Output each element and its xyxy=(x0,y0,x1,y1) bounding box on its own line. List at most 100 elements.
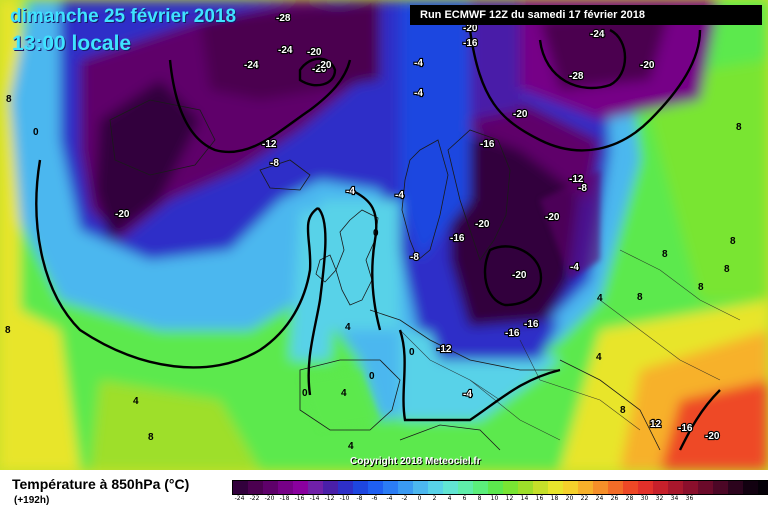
isotherm-label: 0 xyxy=(373,228,379,239)
color-scale-swatch xyxy=(443,481,458,494)
variable-title: Température à 850hPa (°C) xyxy=(12,476,190,492)
temperature-field xyxy=(0,0,768,470)
color-scale-swatch xyxy=(503,481,518,494)
isotherm-label: -20 xyxy=(705,431,720,442)
color-scale-label: -12 xyxy=(324,495,335,502)
isotherm-label: -16 xyxy=(450,233,465,244)
color-scale xyxy=(232,480,768,495)
color-scale-label: 24 xyxy=(595,495,604,502)
isotherm-label: -28 xyxy=(276,13,291,24)
color-scale-labels: -24 -22 -20 -18 -16 -14 -12 -10 -8 -6 -4 -2 0 2 4 6 8 10 1… xyxy=(232,495,697,502)
color-scale-swatch xyxy=(353,481,368,494)
color-scale-label: 26 xyxy=(610,495,619,502)
isotherm-label: 8 xyxy=(736,122,742,133)
legend-panel: Température à 850hPa (°C) (+192h) -24 -22… xyxy=(0,470,768,512)
color-scale-label: 12 xyxy=(505,495,514,502)
color-scale-label: -10 xyxy=(339,495,350,502)
color-scale-label: -20 xyxy=(264,495,275,502)
isotherm-label: -4 xyxy=(570,262,579,273)
isotherm-label: -20 xyxy=(463,23,478,34)
isotherm-label: -16 xyxy=(463,38,478,49)
color-scale-label: 14 xyxy=(520,495,529,502)
isotherm-label: -16 xyxy=(524,319,539,330)
isotherm-label: -20 xyxy=(115,209,130,220)
isotherm-label: -4 xyxy=(463,389,472,400)
isotherm-label: -4 xyxy=(395,190,404,201)
isotherm-label: 4 xyxy=(345,322,351,333)
isotherm-label: -20 xyxy=(307,47,322,58)
isotherm-label: 0 xyxy=(302,388,308,399)
color-scale-label: 36 xyxy=(685,495,694,502)
color-scale-label: -6 xyxy=(371,495,378,502)
color-scale-swatch xyxy=(233,481,248,494)
isotherm-label: 8 xyxy=(6,94,12,105)
color-scale-swatch xyxy=(368,481,383,494)
color-scale-swatch xyxy=(728,481,743,494)
color-scale-label: 18 xyxy=(550,495,559,502)
isotherm-label: 8 xyxy=(662,249,668,260)
isotherm-label: 8 xyxy=(620,405,626,416)
isotherm-label: 4 xyxy=(133,396,139,407)
isotherm-label: -20 xyxy=(317,60,332,71)
color-scale-swatch xyxy=(278,481,293,494)
isotherm-label: -24 xyxy=(278,45,293,56)
color-scale-swatch xyxy=(638,481,653,494)
isotherm-contours xyxy=(35,28,721,451)
isotherm-label: -4 xyxy=(414,58,423,69)
isotherm-label: -4 xyxy=(414,88,423,99)
color-scale-label: 28 xyxy=(625,495,634,502)
isotherm-label: -20 xyxy=(513,109,528,120)
isotherm-label: -20 xyxy=(512,270,527,281)
isotherm-label: -16 xyxy=(505,328,520,339)
isotherm-label: 0 xyxy=(369,371,375,382)
isotherm-label: 8 xyxy=(637,292,643,303)
color-scale-swatch xyxy=(398,481,413,494)
color-scale-label: 20 xyxy=(565,495,574,502)
color-scale-label: -16 xyxy=(294,495,305,502)
color-scale-swatch xyxy=(473,481,488,494)
isotherm-label: -24 xyxy=(590,29,605,40)
color-scale-label: 6 xyxy=(462,495,467,502)
isotherm-label: -12 xyxy=(569,174,584,185)
isotherm-label: -4 xyxy=(346,186,355,197)
color-scale-swatch xyxy=(248,481,263,494)
isotherm-label: -12 xyxy=(262,139,277,150)
forecast-date: dimanche 25 février 2018 xyxy=(10,6,237,27)
copyright-notice: Copyright 2018 Meteociel.fr xyxy=(350,456,481,467)
color-scale-swatch xyxy=(713,481,728,494)
isotherm-label: 0 xyxy=(33,127,39,138)
color-scale-swatch xyxy=(338,481,353,494)
isotherm-label: -8 xyxy=(270,158,279,169)
lead-time: (+192h) xyxy=(14,495,50,506)
isotherm-label: -16 xyxy=(678,423,693,434)
color-scale-label: 2 xyxy=(432,495,437,502)
color-scale-swatch xyxy=(668,481,683,494)
isotherm-label: -28 xyxy=(569,71,584,82)
isotherm-label: 8 xyxy=(5,325,11,336)
color-scale-label: 8 xyxy=(477,495,482,502)
color-scale-swatch xyxy=(683,481,698,494)
color-scale-swatch xyxy=(563,481,578,494)
color-scale-swatch xyxy=(413,481,428,494)
color-scale-label: 16 xyxy=(535,495,544,502)
isotherm-label: 4 xyxy=(597,293,603,304)
isotherm-label: 0 xyxy=(409,347,415,358)
color-scale-swatch xyxy=(533,481,548,494)
color-scale-label: -14 xyxy=(309,495,320,502)
isotherm-label: 8 xyxy=(148,432,154,443)
isotherm-label: -20 xyxy=(545,212,560,223)
color-scale-swatch xyxy=(743,481,758,494)
isotherm-label: 12 xyxy=(650,419,662,430)
color-scale-label: 22 xyxy=(580,495,589,502)
color-scale-swatch xyxy=(308,481,323,494)
color-scale-label: -18 xyxy=(279,495,290,502)
color-scale-swatch xyxy=(293,481,308,494)
isotherm-label: -8 xyxy=(578,183,587,194)
color-scale-label: -24 xyxy=(234,495,245,502)
isotherm-label: -20 xyxy=(312,64,327,75)
color-scale-swatch xyxy=(578,481,593,494)
isotherm-label: -20 xyxy=(640,60,655,71)
color-scale-swatch xyxy=(263,481,278,494)
color-scale-label: -8 xyxy=(356,495,363,502)
